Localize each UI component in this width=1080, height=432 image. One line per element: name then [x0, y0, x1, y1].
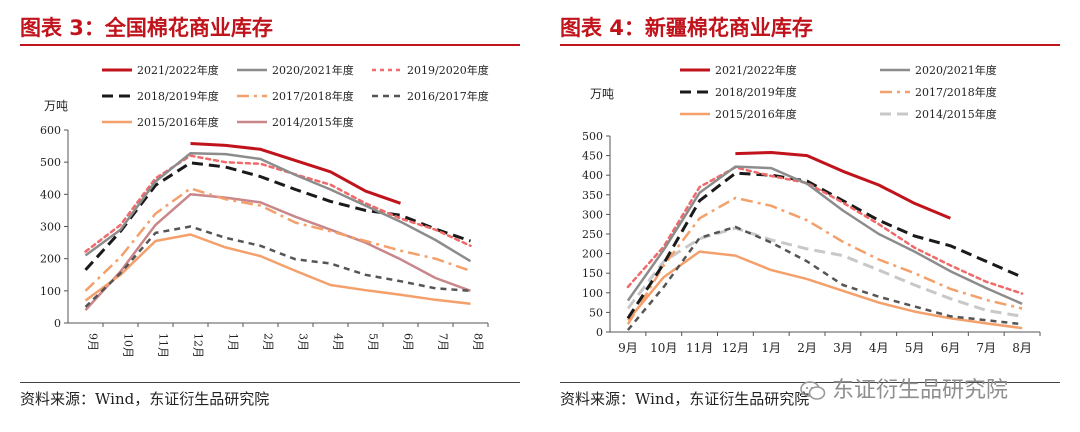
- x-tick-label: 8月: [472, 333, 485, 351]
- x-tick-label: 12月: [722, 341, 749, 355]
- y-tick-label: 300: [40, 221, 61, 234]
- series-line-2021/2022年度: [735, 151, 951, 220]
- x-tick-label: 1月: [761, 341, 781, 355]
- x-tick-label: 3月: [297, 333, 310, 351]
- series-line-2014/2015年度: [84, 193, 471, 311]
- legend-label: 2017/2018年度: [915, 85, 997, 99]
- legend-label: 2018/2019年度: [715, 85, 797, 99]
- y-tick-label: 350: [582, 189, 603, 202]
- cotton-stock-xinjiang-chart: 万吨 0 50 100 150 200 250 300 350 400 450 500 9月 10月 11月…: [582, 63, 1041, 355]
- legend-label: 2019/2020年度: [407, 63, 489, 77]
- series-line-2016/2017年度: [626, 225, 1023, 331]
- legend-label: 2020/2021年度: [272, 63, 354, 77]
- y-tick-label: 400: [40, 188, 61, 201]
- y-tick-label: 150: [582, 267, 603, 280]
- x-tick-label: 4月: [332, 333, 345, 351]
- x-tick-label: 11月: [686, 341, 713, 355]
- y-tick-label: 500: [582, 130, 603, 143]
- series-line-2014/2015年度: [626, 226, 1023, 318]
- x-tick-label: 12月: [192, 333, 205, 358]
- panel-title-right: 图表 4：新疆棉花商业库存: [560, 16, 813, 40]
- x-tick-label: 10月: [650, 341, 677, 355]
- series-line-2018/2019年度: [84, 161, 471, 271]
- watermark: 东证衍生品研究院: [800, 372, 1008, 404]
- source-note-right: 资料来源：Wind，东证衍生品研究院: [560, 390, 810, 408]
- y-tick-label: 200: [582, 248, 603, 261]
- series-line-2019/2020年度: [626, 166, 1024, 295]
- legend-label: 2021/2022年度: [715, 63, 797, 77]
- x-tick-label: 6月: [941, 341, 961, 355]
- x-tick-label: 7月: [976, 341, 996, 355]
- series-line-2015/2016年度: [626, 250, 1023, 330]
- legend-label: 2017/2018年度: [272, 89, 354, 103]
- y-tick-label: 500: [40, 156, 61, 169]
- x-tick-label: 5月: [905, 341, 925, 355]
- x-tick-label: 3月: [833, 341, 853, 355]
- x-tick-label: 9月: [618, 341, 638, 355]
- y-unit-label: 万吨: [44, 99, 68, 113]
- x-tick-label: 8月: [1012, 341, 1032, 355]
- legend-label: 2016/2017年度: [407, 89, 489, 103]
- series-line-2020/2021年度: [626, 165, 1023, 305]
- y-tick-label: 450: [582, 150, 603, 163]
- legend-label: 2020/2021年度: [915, 63, 997, 77]
- source-note-left: 资料来源：Wind，东证衍生品研究院: [20, 390, 270, 408]
- x-tick-label: 2月: [797, 341, 817, 355]
- wechat-icon: [800, 381, 826, 400]
- y-tick-label: 100: [582, 287, 603, 300]
- y-tick-label: 0: [596, 326, 603, 339]
- series-line-2015/2016年度: [84, 233, 471, 305]
- series-line-2018/2019年度: [626, 171, 1023, 320]
- legend-label: 2014/2015年度: [272, 115, 354, 129]
- series-line-2021/2022年度: [190, 142, 401, 205]
- legend-label: 2018/2019年度: [137, 89, 219, 103]
- legend-label: 2015/2016年度: [137, 115, 219, 129]
- x-tick-label: 5月: [367, 333, 380, 351]
- series-line-2017/2018年度: [626, 196, 1023, 325]
- y-tick-label: 600: [40, 124, 61, 137]
- source-rule-left: [20, 382, 520, 383]
- y-tick-label: 400: [582, 169, 603, 182]
- x-tick-label: 1月: [227, 333, 240, 351]
- x-tick-label: 4月: [869, 341, 889, 355]
- legend-label: 2015/2016年度: [715, 107, 797, 121]
- x-tick-label: 2月: [262, 333, 275, 351]
- x-tick-label: 6月: [402, 333, 415, 351]
- x-tick-label: 7月: [437, 333, 450, 351]
- title-rule-right: [560, 44, 1060, 46]
- cotton-stock-national-chart: 万吨 0 100 200 300 400 500 600 9月 10月 11月 12月 1月 2月 3月 4月…: [40, 63, 489, 358]
- x-tick-label: 9月: [87, 333, 100, 351]
- y-tick-label: 200: [40, 253, 61, 266]
- watermark-text: 东证衍生品研究院: [832, 378, 1009, 403]
- legend-label: 2014/2015年度: [915, 107, 997, 121]
- x-tick-label: 10月: [122, 333, 135, 358]
- title-rule-left: [20, 44, 520, 46]
- y-tick-label: 0: [54, 317, 61, 330]
- series-line-2019/2020年度: [84, 154, 472, 253]
- legend-label: 2021/2022年度: [137, 63, 219, 77]
- y-tick-label: 100: [40, 285, 61, 298]
- y-tick-label: 250: [582, 228, 603, 241]
- x-tick-label: 11月: [157, 333, 170, 358]
- y-tick-label: 50: [589, 306, 603, 319]
- series-line-2020/2021年度: [84, 151, 472, 263]
- y-unit-label: 万吨: [590, 87, 614, 101]
- series-line-2016/2017年度: [84, 225, 471, 308]
- panel-title-left: 图表 3：全国棉花商业库存: [20, 16, 273, 40]
- y-tick-label: 300: [582, 208, 603, 221]
